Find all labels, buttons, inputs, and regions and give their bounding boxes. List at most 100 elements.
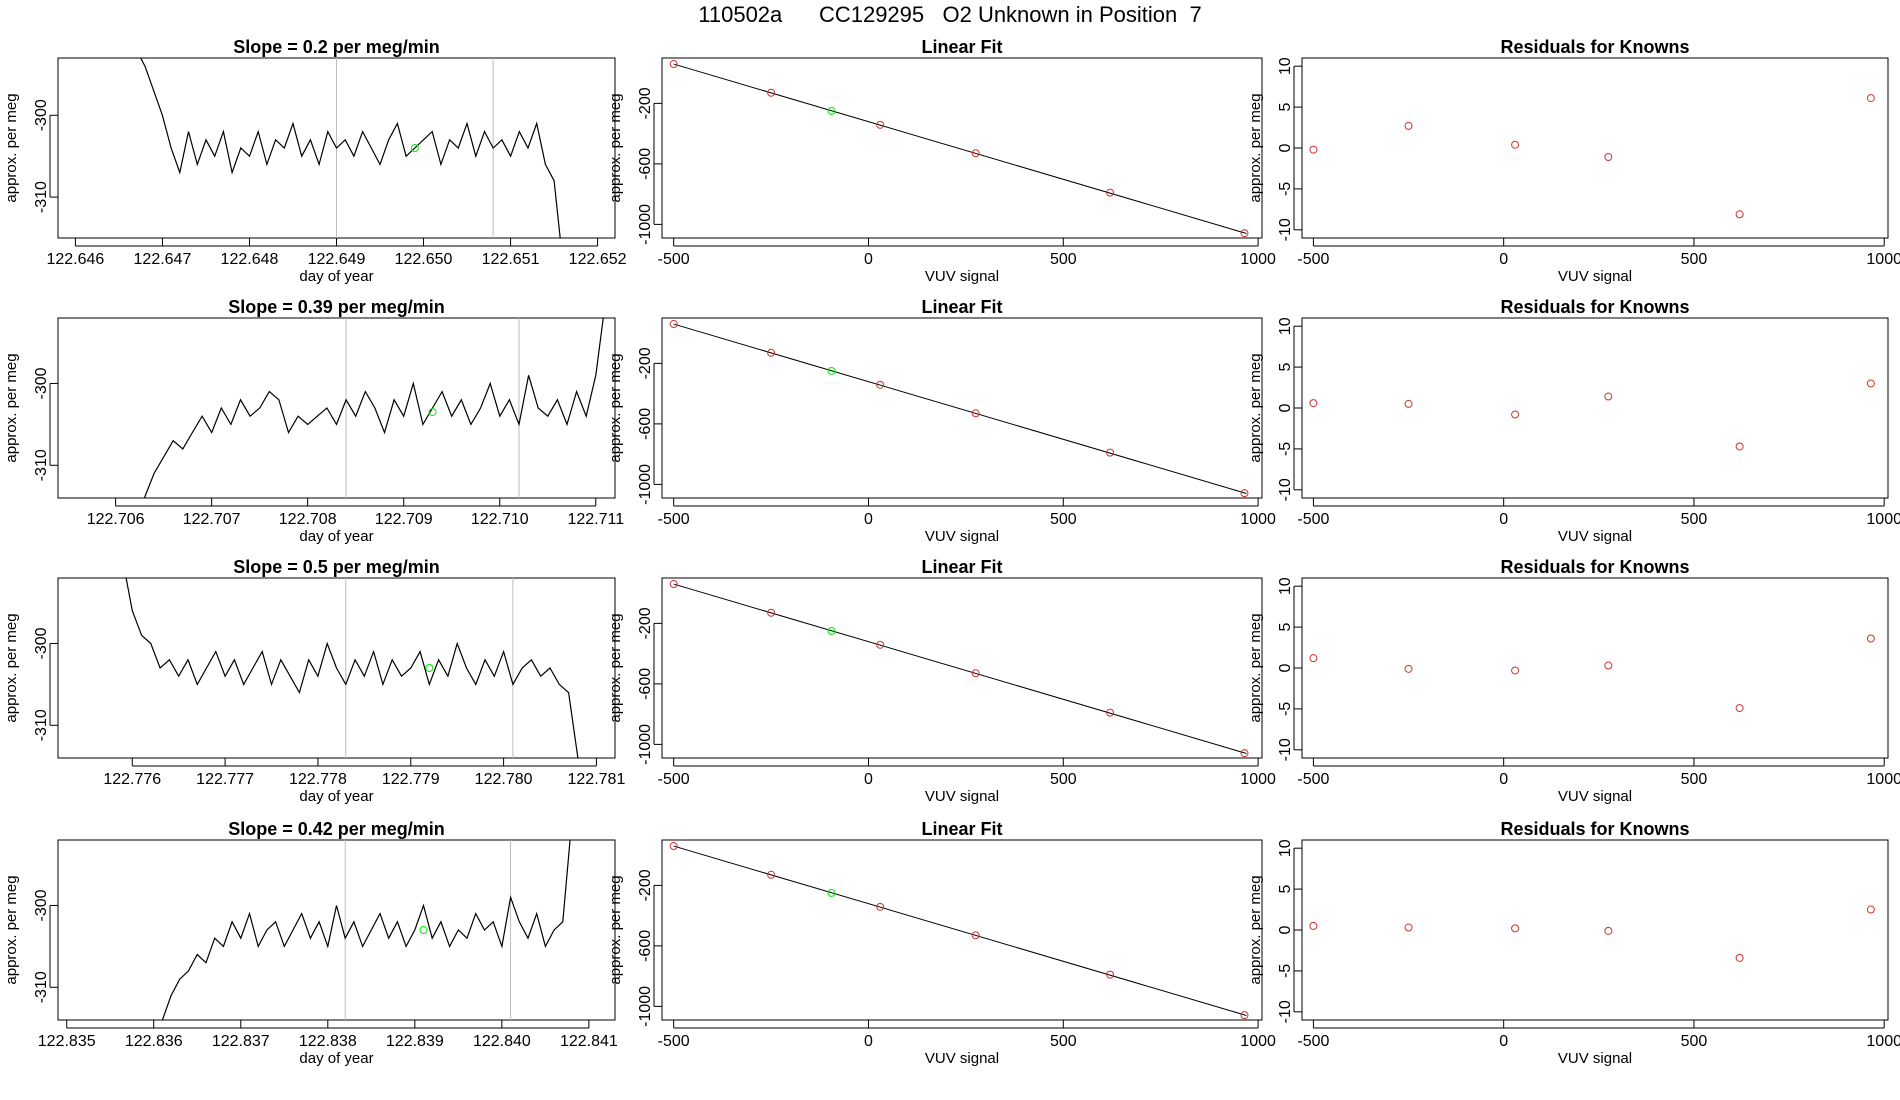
plot-frame <box>57 317 616 499</box>
x-tick-label: 122.646 <box>46 251 104 268</box>
plot-area <box>669 320 1249 498</box>
page-title: 110502a CC129295 O2 Unknown in Position … <box>698 2 1202 27</box>
unknown-point-marker <box>428 408 437 417</box>
y-tick-label: -310 <box>33 449 50 481</box>
fit-line <box>673 845 1247 1016</box>
x-tick-label: 500 <box>1050 771 1077 788</box>
known-point-marker <box>669 60 678 69</box>
x-axis-label: VUV signal <box>1558 788 1632 805</box>
x-tick-label: 122.650 <box>395 251 453 268</box>
y-tick-label: -10 <box>1277 218 1294 241</box>
x-axis-label: day of year <box>299 528 373 545</box>
known-point-marker <box>1106 970 1115 979</box>
residual-point-marker <box>1309 399 1318 408</box>
x-tick-label: 0 <box>864 511 873 528</box>
plot-area <box>1309 379 1875 451</box>
y-tick-label: -200 <box>637 607 654 639</box>
y-tick-label: -200 <box>637 347 654 379</box>
panel-r4-c1: Slope = 0.42 per meg/min 122.835 122.836 12… <box>3 819 618 1067</box>
plot-area <box>125 578 579 758</box>
x-tick-label: 122.840 <box>473 1033 531 1050</box>
y-tick-label: -10 <box>1277 738 1294 761</box>
x-tick-label: 122.778 <box>289 771 347 788</box>
y-tick-label: -600 <box>637 408 654 440</box>
x-tick-label: -500 <box>1297 771 1329 788</box>
plot-frame <box>661 57 1263 239</box>
residual-point-marker <box>1866 634 1875 643</box>
x-tick-label: 122.838 <box>299 1033 357 1050</box>
y-tick-label: -300 <box>33 627 50 659</box>
x-tick-label: 122.648 <box>221 251 279 268</box>
panel-r2-c2: Linear Fit -500 0 500 1000 VUV signal -200 -600… <box>607 297 1276 545</box>
plot-title: Residuals for Knowns <box>1500 297 1689 317</box>
residual-point-marker <box>1604 392 1613 401</box>
panel-r3-c2: Linear Fit -500 0 500 1000 VUV signal -200 -600… <box>607 557 1276 805</box>
y-tick-label: 0 <box>1277 925 1294 934</box>
x-tick-label: -500 <box>658 771 690 788</box>
plot-frame <box>57 577 616 759</box>
plot-frame <box>1301 57 1889 239</box>
y-tick-label: 0 <box>1277 403 1294 412</box>
y-axis-label: approx. per meg <box>607 353 624 462</box>
y-tick-label: -200 <box>637 869 654 901</box>
x-tick-label: 122.710 <box>471 511 529 528</box>
y-tick-label: 10 <box>1277 839 1294 857</box>
y-axis-label: approx. per meg <box>1247 353 1264 462</box>
plot-frame <box>1301 839 1889 1021</box>
y-axis-label: approx. per meg <box>1247 93 1264 202</box>
x-tick-label: 122.781 <box>568 771 626 788</box>
x-axis-label: VUV signal <box>1558 1050 1632 1067</box>
residual-point-marker <box>1404 121 1413 130</box>
known-point-marker <box>669 842 678 851</box>
y-tick-label: -310 <box>33 181 50 213</box>
known-point-marker <box>876 640 885 649</box>
known-point-marker <box>876 380 885 389</box>
x-tick-label: 500 <box>1681 771 1708 788</box>
y-axis-label: approx. per meg <box>3 875 20 984</box>
known-point-marker <box>669 580 678 589</box>
y-tick-label: -5 <box>1277 702 1294 716</box>
x-tick-label: 122.651 <box>482 251 540 268</box>
x-axis-label: day of year <box>299 268 373 285</box>
x-axis-label: day of year <box>299 788 373 805</box>
y-tick-label: -600 <box>637 930 654 962</box>
residual-point-marker <box>1735 953 1744 962</box>
x-tick-label: 122.709 <box>375 511 433 528</box>
y-tick-label: 5 <box>1277 103 1294 112</box>
residual-point-marker <box>1866 905 1875 914</box>
y-tick-label: 5 <box>1277 885 1294 894</box>
plot-title: Linear Fit <box>921 297 1002 317</box>
x-tick-label: 500 <box>1050 1033 1077 1050</box>
y-tick-label: -1000 <box>637 724 654 765</box>
y-tick-label: -5 <box>1277 182 1294 196</box>
x-tick-label: 1000 <box>1866 1033 1900 1050</box>
y-tick-label: -1000 <box>637 204 654 245</box>
x-tick-label: 122.706 <box>87 511 145 528</box>
residual-point-marker <box>1511 140 1520 149</box>
residual-point-marker <box>1604 661 1613 670</box>
residual-point-marker <box>1511 666 1520 675</box>
known-point-marker <box>876 902 885 911</box>
plot-frame <box>57 839 616 1021</box>
x-tick-label: 122.780 <box>475 771 533 788</box>
x-tick-label: 122.708 <box>279 511 337 528</box>
residual-point-marker <box>1735 210 1744 219</box>
y-tick-label: 5 <box>1277 623 1294 632</box>
panel-r1-c2: Linear Fit -500 0 500 1000 VUV signal -200 -600… <box>607 37 1276 285</box>
x-tick-label: 122.649 <box>308 251 366 268</box>
residual-point-marker <box>1866 379 1875 388</box>
x-tick-label: 0 <box>1499 251 1508 268</box>
plot-title: Slope = 0.2 per meg/min <box>233 37 440 57</box>
unknown-point-marker <box>419 926 428 934</box>
unknown-point-marker <box>827 106 836 115</box>
panel-r1-c1: Slope = 0.2 per meg/min 122.646 122.647 122… <box>3 37 627 285</box>
residual-point-marker <box>1866 94 1875 103</box>
plot-title: Linear Fit <box>921 37 1002 57</box>
y-tick-label: 10 <box>1277 577 1294 595</box>
y-axis-label: approx. per meg <box>3 613 20 722</box>
x-tick-label: -500 <box>658 511 690 528</box>
residual-point-marker <box>1604 153 1613 161</box>
y-tick-label: -300 <box>33 889 50 921</box>
x-tick-label: 122.647 <box>134 251 192 268</box>
x-tick-label: 500 <box>1681 251 1708 268</box>
